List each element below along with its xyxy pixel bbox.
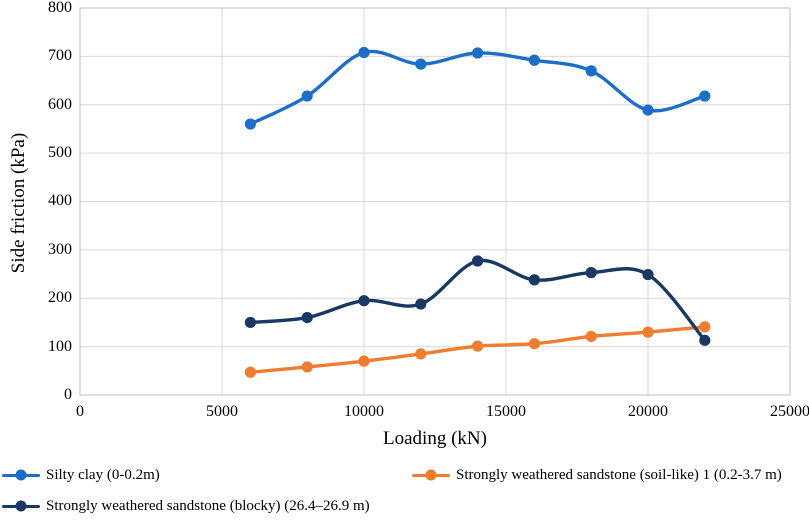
legend-marker-silty-clay xyxy=(2,469,40,482)
legend-item-silty-clay: Silty clay (0-0.2m) xyxy=(2,466,160,484)
x-axis-title: Loading (kN) xyxy=(383,428,487,449)
x-tick-20000: 20000 xyxy=(628,403,668,420)
legend-label-sandstone-soil-like: Strongly weathered sandstone (soil-like)… xyxy=(456,467,782,483)
y-tick-700: 700 xyxy=(48,47,72,64)
y-tick-100: 100 xyxy=(48,338,72,355)
y-tick-800: 800 xyxy=(48,0,72,16)
legend-label-sandstone-blocky: Strongly weathered sandstone (blocky) (2… xyxy=(46,498,370,514)
y-tick-300: 300 xyxy=(48,241,72,258)
x-tick-0: 0 xyxy=(76,403,84,420)
legend-marker-sandstone-blocky xyxy=(2,500,40,513)
legend-marker-sandstone-soil-like xyxy=(412,469,450,482)
legend-label-silty-clay: Silty clay (0-0.2m) xyxy=(46,467,160,483)
legend-item-sandstone-blocky: Strongly weathered sandstone (blocky) (2… xyxy=(2,497,370,515)
x-tick-5000: 5000 xyxy=(206,403,238,420)
legend-item-sandstone-soil-like: Strongly weathered sandstone (soil-like)… xyxy=(412,466,782,484)
y-tick-500: 500 xyxy=(48,144,72,161)
y-tick-400: 400 xyxy=(48,192,72,209)
x-tick-25000: 25000 xyxy=(770,403,809,420)
legend-dot-icon xyxy=(15,500,27,512)
y-tick-0: 0 xyxy=(64,386,72,403)
legend-dot-icon xyxy=(425,469,437,481)
y-tick-600: 600 xyxy=(48,96,72,113)
y-tick-200: 200 xyxy=(48,289,72,306)
legend-dot-icon xyxy=(15,469,27,481)
x-tick-15000: 15000 xyxy=(486,403,526,420)
y-axis-title: Side friction (kPa) xyxy=(8,132,29,274)
x-tick-10000: 10000 xyxy=(344,403,384,420)
